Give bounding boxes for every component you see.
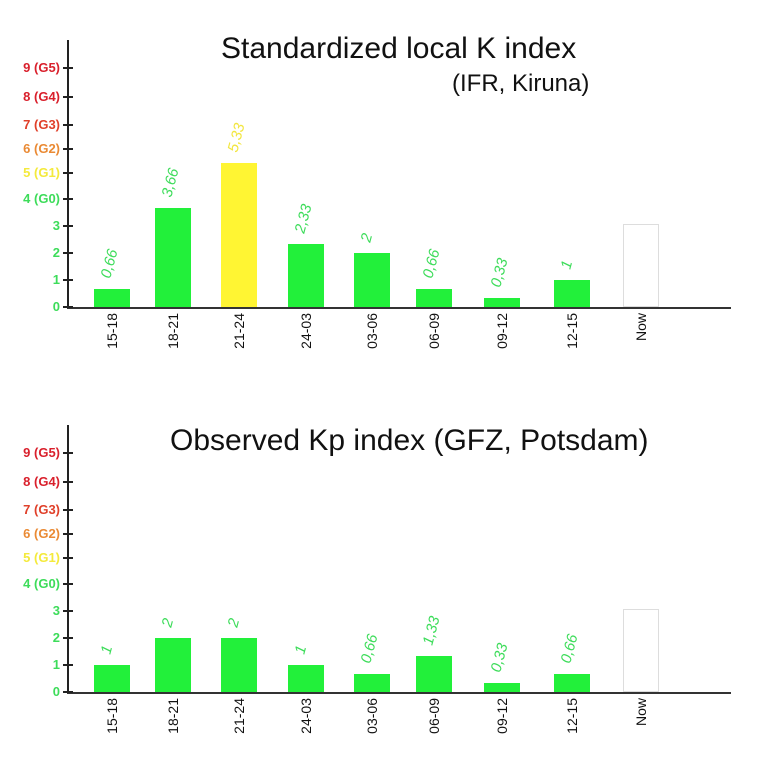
- bar: [484, 298, 520, 307]
- y-tick: [63, 198, 73, 200]
- x-tick-label: 03-06: [364, 698, 380, 734]
- bar: [554, 674, 590, 692]
- bar-value-label: 2: [158, 616, 178, 629]
- y-tick: [63, 252, 73, 254]
- y-tick-label: 8 (G4): [23, 474, 60, 489]
- bar-value-label: 1,33: [419, 614, 444, 647]
- y-tick-label: 1: [52, 272, 60, 287]
- bar-value-label: 0,33: [487, 641, 512, 674]
- y-tick: [63, 172, 73, 174]
- y-tick: [63, 306, 73, 308]
- y-tick-label: 6 (G2): [23, 526, 60, 541]
- bar: [354, 674, 390, 692]
- y-tick: [63, 583, 73, 585]
- y-tick-label: 5 (G1): [23, 165, 60, 180]
- bar: [354, 253, 390, 307]
- y-tick: [63, 279, 73, 281]
- x-tick-label: 21-24: [231, 698, 247, 734]
- y-tick-label: 0: [52, 299, 60, 314]
- x-axis: [67, 692, 731, 694]
- chart-subtitle: (IFR, Kiruna): [452, 70, 590, 97]
- bar: [94, 289, 130, 307]
- now-placeholder-bar: [623, 609, 659, 692]
- y-tick-label: 2: [52, 245, 60, 260]
- x-tick-label: 12-15: [564, 698, 580, 734]
- bar-value-label: 1: [291, 643, 311, 656]
- y-tick-label: 3: [52, 218, 60, 233]
- y-tick: [63, 452, 73, 454]
- y-tick: [63, 96, 73, 98]
- y-tick-label: 7 (G3): [23, 117, 60, 132]
- y-tick-label: 0: [52, 684, 60, 699]
- bar: [554, 280, 590, 307]
- x-tick-label: 24-03: [298, 698, 314, 734]
- y-tick-label: 9 (G5): [23, 445, 60, 460]
- y-tick-label: 7 (G3): [23, 502, 60, 517]
- y-tick: [63, 481, 73, 483]
- y-tick-label: 4 (G0): [23, 191, 60, 206]
- y-tick: [63, 509, 73, 511]
- y-tick-label: 1: [52, 657, 60, 672]
- x-tick-label: 18-21: [165, 698, 181, 734]
- y-tick-label: 4 (G0): [23, 576, 60, 591]
- y-tick: [63, 557, 73, 559]
- chart-title: Observed Kp index (GFZ, Potsdam): [170, 424, 649, 457]
- chart-title: Standardized local K index: [221, 32, 577, 65]
- y-tick: [63, 124, 73, 126]
- x-tick-label: 15-18: [104, 698, 120, 734]
- bar: [221, 638, 257, 692]
- y-tick: [63, 67, 73, 69]
- bar-value-label: 1: [97, 643, 117, 656]
- bar: [416, 289, 452, 307]
- y-axis: [67, 40, 69, 309]
- y-tick-label: 5 (G1): [23, 550, 60, 565]
- bar: [288, 665, 324, 692]
- bar: [155, 638, 191, 692]
- bar: [155, 208, 191, 307]
- y-tick: [63, 533, 73, 535]
- x-axis: [67, 307, 731, 309]
- y-tick: [63, 610, 73, 612]
- x-tick-label: 06-09: [426, 698, 442, 734]
- y-tick: [63, 664, 73, 666]
- bar: [94, 665, 130, 692]
- y-tick: [63, 148, 73, 150]
- x-tick-label: 09-12: [494, 698, 510, 734]
- y-tick: [63, 225, 73, 227]
- y-tick-label: 6 (G2): [23, 141, 60, 156]
- bar-value-label: 0,66: [357, 632, 382, 665]
- y-tick-label: 8 (G4): [23, 89, 60, 104]
- local-k-index-chart: Standardized local K index (IFR, Kiruna)…: [23, 32, 731, 349]
- bar: [221, 163, 257, 307]
- y-tick-label: 9 (G5): [23, 60, 60, 75]
- bar: [484, 683, 520, 692]
- y-axis: [67, 425, 69, 694]
- y-tick: [63, 691, 73, 693]
- bar: [288, 244, 324, 307]
- x-tick-label: Now: [633, 698, 649, 727]
- bar-value-label: 0,66: [557, 632, 582, 665]
- y-tick: [63, 637, 73, 639]
- bar: [416, 656, 452, 692]
- bar-value-label: 2: [224, 616, 244, 629]
- now-placeholder-bar: [623, 224, 659, 307]
- y-tick-label: 3: [52, 603, 60, 618]
- y-tick-label: 2: [52, 630, 60, 645]
